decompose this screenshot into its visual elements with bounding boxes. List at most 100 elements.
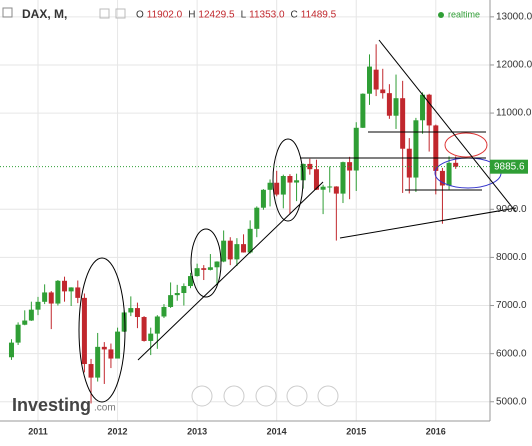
- candle-body: [400, 98, 406, 149]
- candle-body: [280, 176, 286, 195]
- zoom-out-button[interactable]: [223, 385, 245, 407]
- candle-body: [161, 306, 167, 317]
- x-tick-label: 2015: [346, 426, 366, 436]
- ohlc-header: O 11902.0 H 12429.5 L 11353.0 C 11489.5: [136, 10, 337, 21]
- candle-body: [81, 297, 87, 365]
- x-tick-label: 2011: [28, 426, 48, 436]
- candle-body: [55, 280, 61, 304]
- candle-body: [393, 98, 399, 116]
- scroll-right-button[interactable]: [317, 385, 339, 407]
- candle-body: [15, 324, 21, 343]
- x-tick-label: 2013: [187, 426, 207, 436]
- x-tick-label: 2012: [108, 426, 128, 436]
- candle-body: [260, 189, 266, 208]
- settings-icon[interactable]: [99, 8, 110, 19]
- candle-body: [327, 186, 333, 188]
- candle-body: [367, 66, 372, 94]
- candles: [8, 44, 459, 404]
- header-label: O: [136, 10, 144, 21]
- candle-body: [446, 162, 452, 186]
- candle-body: [214, 261, 220, 268]
- candle-body: [347, 162, 353, 171]
- candle-body: [28, 309, 34, 321]
- candle-body: [426, 94, 432, 126]
- candle-body: [181, 286, 187, 294]
- candle-body: [313, 169, 319, 190]
- menu-icon[interactable]: [2, 7, 13, 18]
- candle-body: [380, 89, 386, 94]
- trendline: [137, 181, 324, 361]
- candle-body: [433, 125, 439, 171]
- candle-body: [254, 207, 260, 229]
- candle-body: [241, 244, 247, 253]
- ellipse: [272, 138, 304, 222]
- header-label: L: [241, 10, 247, 21]
- x-tick-label: 2014: [267, 426, 287, 436]
- candle-body: [88, 364, 94, 378]
- header-label: H: [188, 10, 195, 21]
- candle-body: [62, 280, 68, 292]
- candle-body: [274, 182, 280, 195]
- trendline: [378, 39, 517, 213]
- zoom-controls: [191, 385, 339, 407]
- ellipse: [444, 132, 488, 158]
- candle-body: [148, 333, 154, 341]
- header-value: 11489.5: [301, 10, 337, 21]
- candle-body: [453, 162, 459, 167]
- candle-body: [95, 346, 101, 378]
- candle-body: [134, 308, 140, 318]
- candle-body: [187, 276, 193, 287]
- last-price-tag: [490, 159, 528, 174]
- ellipse: [190, 228, 222, 298]
- candle-body: [154, 316, 160, 334]
- y-tick-label: 5000.0: [496, 396, 527, 407]
- reset-button[interactable]: [255, 385, 277, 407]
- settings-icon[interactable]: [115, 8, 126, 19]
- candle-body: [439, 170, 445, 186]
- candle-body: [128, 308, 134, 313]
- candle-body: [221, 240, 227, 262]
- candle-body: [353, 127, 359, 171]
- candle-body: [22, 320, 28, 325]
- candle-body: [360, 93, 366, 128]
- candle-body: [247, 228, 253, 253]
- scroll-left-button[interactable]: [191, 385, 213, 407]
- last-price-label: 9885.6: [494, 161, 525, 172]
- y-tick-label: 11000.0: [496, 108, 532, 119]
- candle-body: [174, 293, 180, 296]
- watermark: Investing: [12, 395, 91, 415]
- annotations: [78, 39, 517, 403]
- y-tick-label: 9000.0: [496, 204, 527, 215]
- candle-body: [35, 301, 41, 310]
- candle-body: [141, 317, 147, 341]
- candle-body: [386, 93, 392, 116]
- status-dot: [438, 12, 444, 18]
- candle-body: [48, 292, 54, 304]
- grid: [0, 0, 490, 421]
- y-tick-label: 8000.0: [496, 252, 527, 263]
- candle-body: [42, 292, 48, 302]
- candle-body: [413, 120, 419, 178]
- candle-body: [101, 346, 107, 350]
- candle-body: [194, 268, 200, 277]
- candle-body: [8, 342, 14, 358]
- candle-body: [287, 176, 293, 183]
- candle-body: [75, 287, 81, 298]
- y-tick-label: 13000.0: [496, 11, 532, 22]
- candle-body: [168, 295, 174, 307]
- candle-body: [267, 182, 273, 190]
- symbol: DAX, M,: [22, 7, 67, 21]
- zoom-in-button[interactable]: [286, 385, 308, 407]
- candle-body: [108, 349, 114, 359]
- candle-body: [121, 312, 127, 332]
- header-value: 11353.0: [249, 10, 285, 21]
- candle-body: [115, 331, 121, 359]
- trendline: [339, 207, 517, 239]
- candle-body: [201, 268, 207, 270]
- candle-body: [234, 244, 240, 260]
- ellipse: [78, 257, 126, 403]
- candle-body: [68, 287, 74, 292]
- header-label: C: [291, 10, 298, 21]
- candle-body: [320, 186, 326, 190]
